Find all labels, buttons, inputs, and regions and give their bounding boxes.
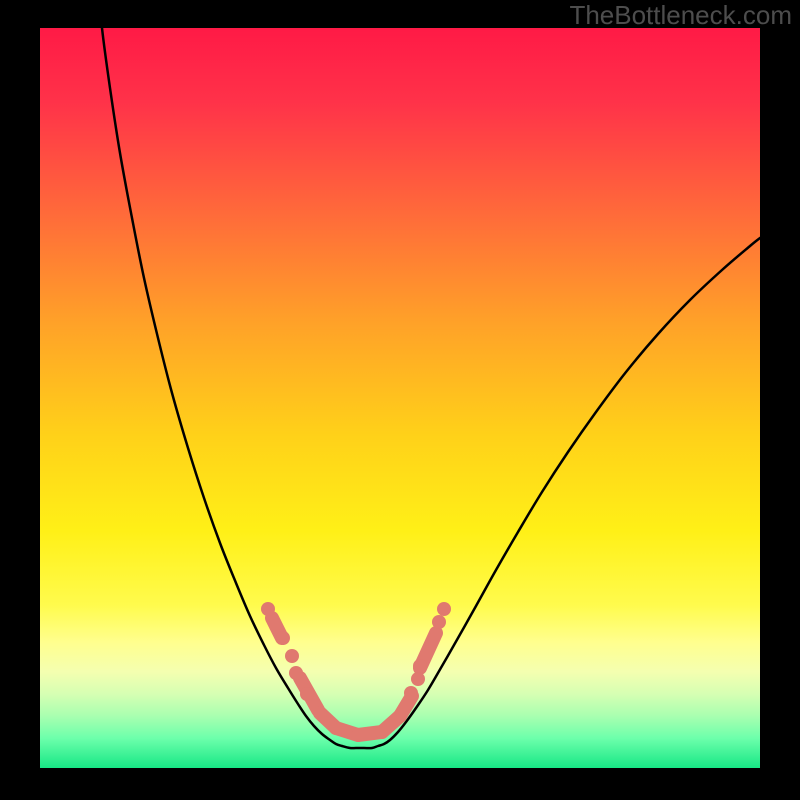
scatter-point <box>289 666 303 680</box>
bottleneck-curve <box>40 28 760 768</box>
scatter-point <box>432 615 446 629</box>
scatter-point <box>413 659 427 673</box>
plot-area <box>40 28 760 768</box>
chart-stage: TheBottleneck.com <box>0 0 800 800</box>
scatter-point <box>300 687 314 701</box>
scatter-point <box>261 602 275 616</box>
scatter-point <box>437 602 451 616</box>
watermark-text: TheBottleneck.com <box>569 0 792 31</box>
scatter-point <box>404 686 418 700</box>
scatter-point <box>411 672 425 686</box>
scatter-point <box>285 649 299 663</box>
scatter-point <box>276 631 290 645</box>
